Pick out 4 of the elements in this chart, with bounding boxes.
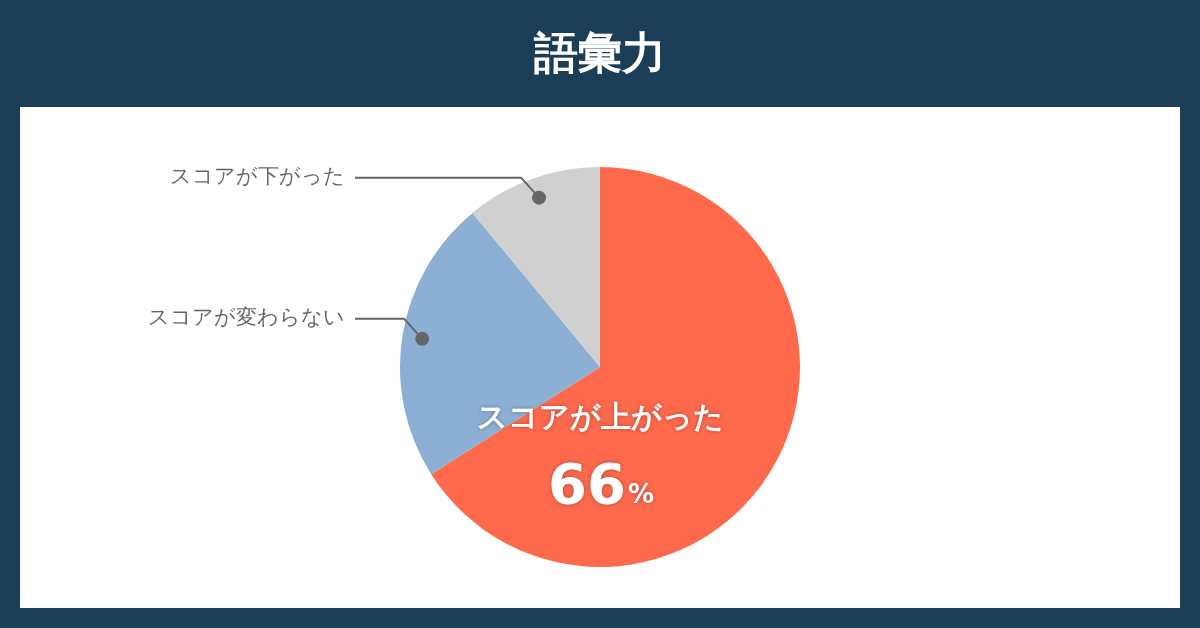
slice-label: スコアが変わらない [148,305,345,330]
slice-label: スコアが下がった [170,164,345,189]
chart-title: 語彙力 [533,26,667,80]
data-label: 66% [548,451,654,516]
